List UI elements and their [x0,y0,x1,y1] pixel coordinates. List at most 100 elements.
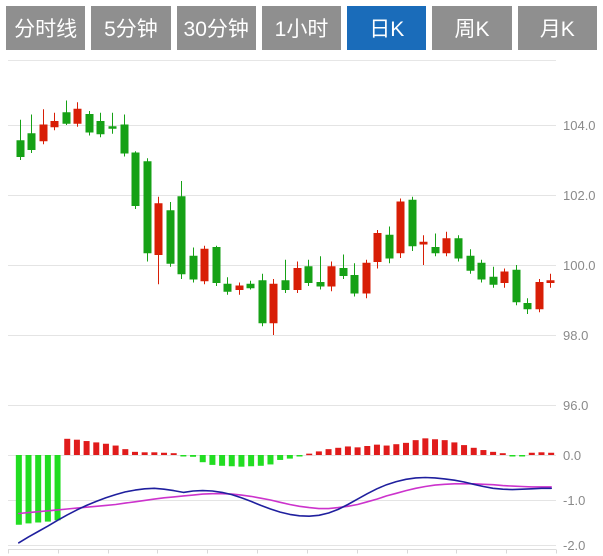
candle-38 [454,235,463,262]
macd-axis-label-1: -1.0 [563,493,585,508]
candle-23 [281,259,290,293]
candle-33 [396,198,405,258]
candle-32 [385,226,394,264]
macd-bar-36 [364,446,371,455]
macd-bar-35 [354,447,361,455]
macd-bar-52 [519,455,526,457]
candle-7 [96,112,105,138]
candle-6 [85,111,94,136]
macd-bar-1 [25,455,32,524]
candle-15 [189,247,198,283]
macd-bar-32 [325,449,332,455]
macd-bar-23 [238,455,245,467]
candle-3 [50,112,59,131]
candle-36 [431,233,440,257]
macd-bar-4 [54,455,61,521]
macd-bar-30 [306,453,313,456]
candle-18 [223,277,232,295]
macd-bar-15 [161,452,168,455]
tab-2[interactable]: 30分钟 [176,6,256,50]
macd-bar-44 [441,440,448,455]
macd-bar-41 [412,440,419,455]
candle-20 [246,280,255,290]
candle-16 [200,245,209,285]
candle-9 [120,114,129,157]
candle-43 [512,265,521,306]
macd-bar-16 [170,453,177,455]
macd-bar-28 [286,455,293,459]
candle-24 [293,261,302,293]
price-chart-panel[interactable]: 104.0 102.0 100.0 98.0 96.0 [0,62,603,414]
macd-bar-21 [219,455,226,466]
candle-29 [350,263,359,297]
tab-label: 月K [539,18,575,41]
macd-bar-13 [141,452,148,455]
candle-39 [466,249,475,274]
candle-2 [39,109,48,145]
macd-bar-40 [402,442,409,455]
macd-axis-label-0: 0.0 [563,448,581,463]
candle-46 [546,273,555,288]
tab-label: 5分钟 [104,18,158,41]
candle-31 [373,230,382,269]
tab-5[interactable]: 周K [432,6,512,50]
macd-bar-19 [199,455,206,463]
candle-44 [523,298,532,314]
tab-6[interactable]: 月K [517,6,597,50]
tab-1[interactable]: 5分钟 [91,6,171,50]
macd-bar-27 [277,455,284,460]
macd-bar-29 [296,455,303,457]
tab-label: 周K [454,18,490,41]
candle-37 [442,231,451,257]
macd-bar-9 [102,443,109,455]
macd-bar-46 [461,445,468,455]
macd-bar-12 [131,451,138,455]
candle-28 [339,254,348,279]
macd-bar-38 [383,445,390,455]
macd-bar-51 [509,455,516,457]
tab-label: 30分钟 [183,18,249,41]
price-axis-label-1: 102.0 [563,188,596,203]
macd-dif-line [18,476,552,544]
candle-13 [166,202,175,267]
macd-bar-6 [73,439,80,455]
macd-chart: 0.0 -1.0 -2.0 [8,438,585,554]
macd-bar-18 [190,455,197,457]
tab-3[interactable]: 1小时 [261,6,342,50]
macd-bar-43 [432,439,439,455]
macd-bar-25 [257,455,264,466]
candle-30 [362,259,371,299]
panel-top-border [8,60,556,61]
macd-indicator-panel[interactable]: 0.0 -1.0 -2.0 [0,414,603,556]
macd-bar-55 [548,452,555,455]
candle-27 [327,261,336,292]
macd-bar-17 [180,455,187,457]
macd-bar-8 [93,442,100,455]
tab-4[interactable]: 日K [347,6,427,50]
candle-11 [143,158,152,262]
macd-bar-24 [248,455,255,467]
candle-26 [316,256,325,290]
candlestick-chart: 104.0 102.0 100.0 98.0 96.0 [8,100,596,413]
candle-45 [535,279,544,313]
macd-bar-10 [112,445,119,455]
macd-bar-45 [451,442,458,455]
candle-41 [489,266,498,288]
macd-bar-0 [15,455,22,525]
candle-12 [154,196,163,285]
macd-bar-26 [267,455,274,465]
tab-0[interactable]: 分时线 [6,6,86,50]
macd-bar-34 [344,446,351,455]
candle-25 [304,259,313,286]
macd-bar-22 [228,455,235,467]
price-axis-label-2: 100.0 [563,258,596,273]
candle-8 [108,112,117,134]
candle-10 [131,151,140,209]
macd-bar-42 [422,438,429,455]
macd-bar-14 [151,452,158,455]
price-axis-label-0: 104.0 [563,118,596,133]
timeframe-tab-bar[interactable]: 分时线 5分钟 30分钟 1小时 日K 周K 月K [0,0,603,52]
macd-bar-11 [122,449,129,455]
price-axis-label-4: 96.0 [563,398,588,413]
